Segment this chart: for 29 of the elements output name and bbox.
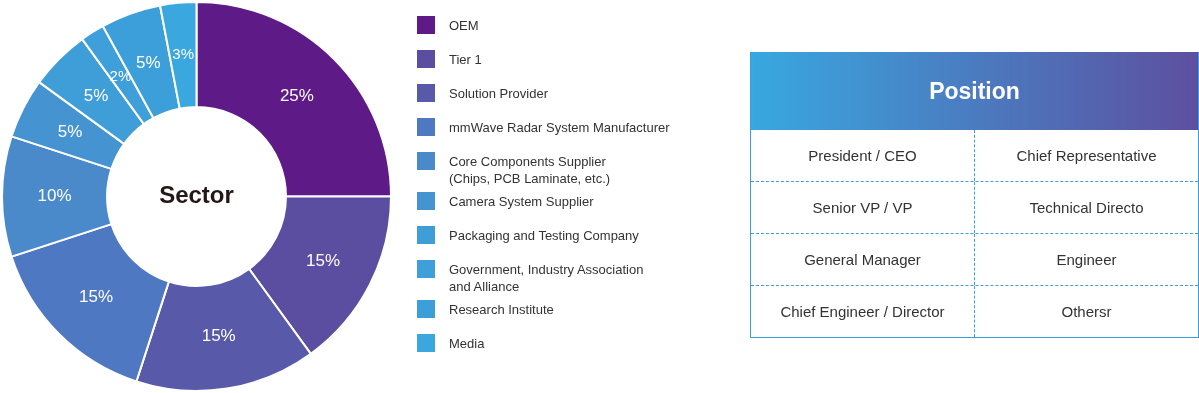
legend-label: OEM [449, 17, 479, 34]
data-label: 3% [172, 45, 194, 63]
data-label: 10% [37, 186, 72, 206]
text: Sector [159, 181, 234, 209]
text: General Manager [803, 250, 922, 270]
data-label: 5% [83, 85, 109, 105]
data-label: 15% [201, 326, 236, 346]
data-label: 5% [57, 121, 83, 141]
data-label: 25% [279, 85, 314, 105]
text: President / CEO [807, 146, 918, 166]
text: Senior VP / VP [811, 198, 914, 218]
legend-label: Media [449, 335, 485, 352]
data-label: 15% [305, 250, 341, 270]
legend-label: Research Institute [449, 301, 554, 318]
legend-label: Government, Industry Association and Alliance [449, 261, 644, 295]
text: Chief Engineer / Director [779, 302, 946, 322]
text: Technical Directo [974, 182, 1198, 233]
text: Chief Representative [974, 130, 1198, 181]
text: Engineer [974, 234, 1198, 285]
text: Othersr [974, 286, 1198, 337]
data-label: 5% [136, 52, 161, 72]
data-label: 15% [79, 286, 114, 306]
legend-label: Core Components Supplier (Chips, PCB Laminate, etc.) [449, 153, 611, 187]
legend-label: Tier 1 [449, 51, 482, 68]
text: Position [751, 52, 1198, 130]
legend-label: Solution Provider [449, 85, 548, 102]
legend-label: mmWave Radar System Manufacturer [449, 119, 670, 136]
legend-label: Packaging and Testing Company [449, 227, 639, 244]
legend-label: Camera System Supplier [449, 193, 594, 210]
